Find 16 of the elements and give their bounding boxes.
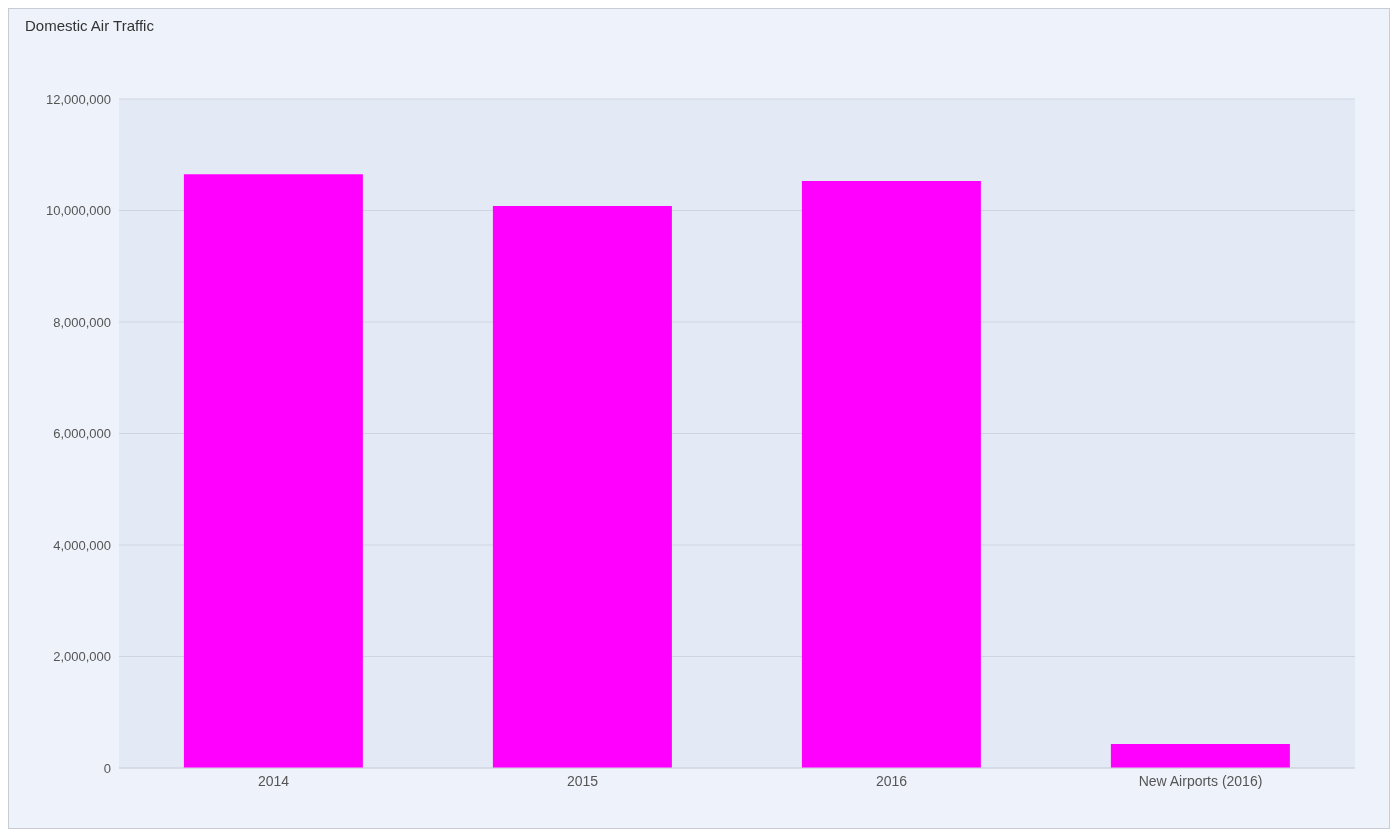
x-tick-label: 2014 bbox=[257, 772, 290, 789]
y-tick-label: 0 bbox=[103, 760, 111, 776]
y-tick-label: 12,000,000 bbox=[45, 91, 111, 107]
x-tick-label: 2015 bbox=[566, 772, 599, 789]
y-tick-label: 6,000,000 bbox=[53, 426, 111, 442]
x-tick-label: New Airports (2016) bbox=[1138, 772, 1263, 789]
bar bbox=[183, 174, 363, 768]
chart-title: Domestic Air Traffic bbox=[25, 17, 154, 34]
x-tick-label: 2016 bbox=[875, 772, 908, 789]
y-tick-label: 8,000,000 bbox=[53, 314, 111, 330]
bar bbox=[492, 206, 672, 768]
y-tick-label: 10,000,000 bbox=[45, 203, 111, 219]
bar bbox=[1110, 744, 1290, 768]
y-tick-label: 2,000,000 bbox=[53, 649, 111, 665]
y-tick-label: 4,000,000 bbox=[53, 537, 111, 553]
bar bbox=[801, 180, 981, 768]
